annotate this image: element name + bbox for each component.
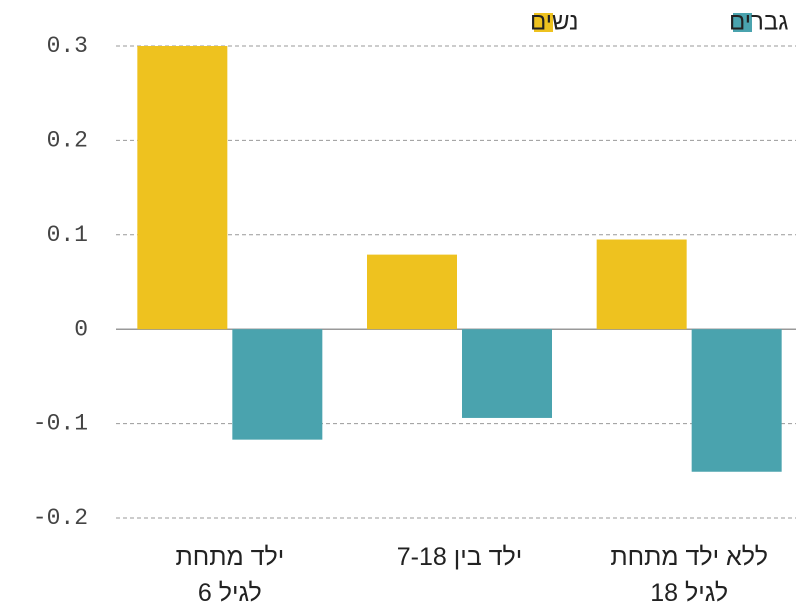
y-tick-label: 0.3 bbox=[47, 33, 88, 59]
y-tick-label: 0.1 bbox=[47, 222, 88, 248]
bar bbox=[596, 239, 687, 330]
legend-swatch bbox=[534, 13, 553, 32]
bar bbox=[462, 329, 552, 418]
x-tick-label: ללא ילד מתחת לגיל 18 bbox=[610, 543, 768, 607]
y-tick-label: 0 bbox=[74, 316, 88, 342]
bar bbox=[137, 46, 228, 330]
bar bbox=[367, 254, 457, 330]
y-tick-label: -0.2 bbox=[33, 505, 88, 531]
y-tick-label: -0.1 bbox=[33, 411, 88, 437]
bar bbox=[691, 329, 782, 472]
x-tick-label: ילד בין 7-18 bbox=[396, 543, 523, 571]
bar bbox=[232, 329, 323, 440]
legend-label: גברים bbox=[729, 8, 788, 35]
x-tick-label: ילד מתחת לגיל 6 bbox=[175, 543, 285, 607]
legend-swatch bbox=[733, 13, 752, 32]
legend-label: נשים bbox=[530, 8, 578, 35]
y-tick-label: 0.2 bbox=[47, 127, 88, 153]
